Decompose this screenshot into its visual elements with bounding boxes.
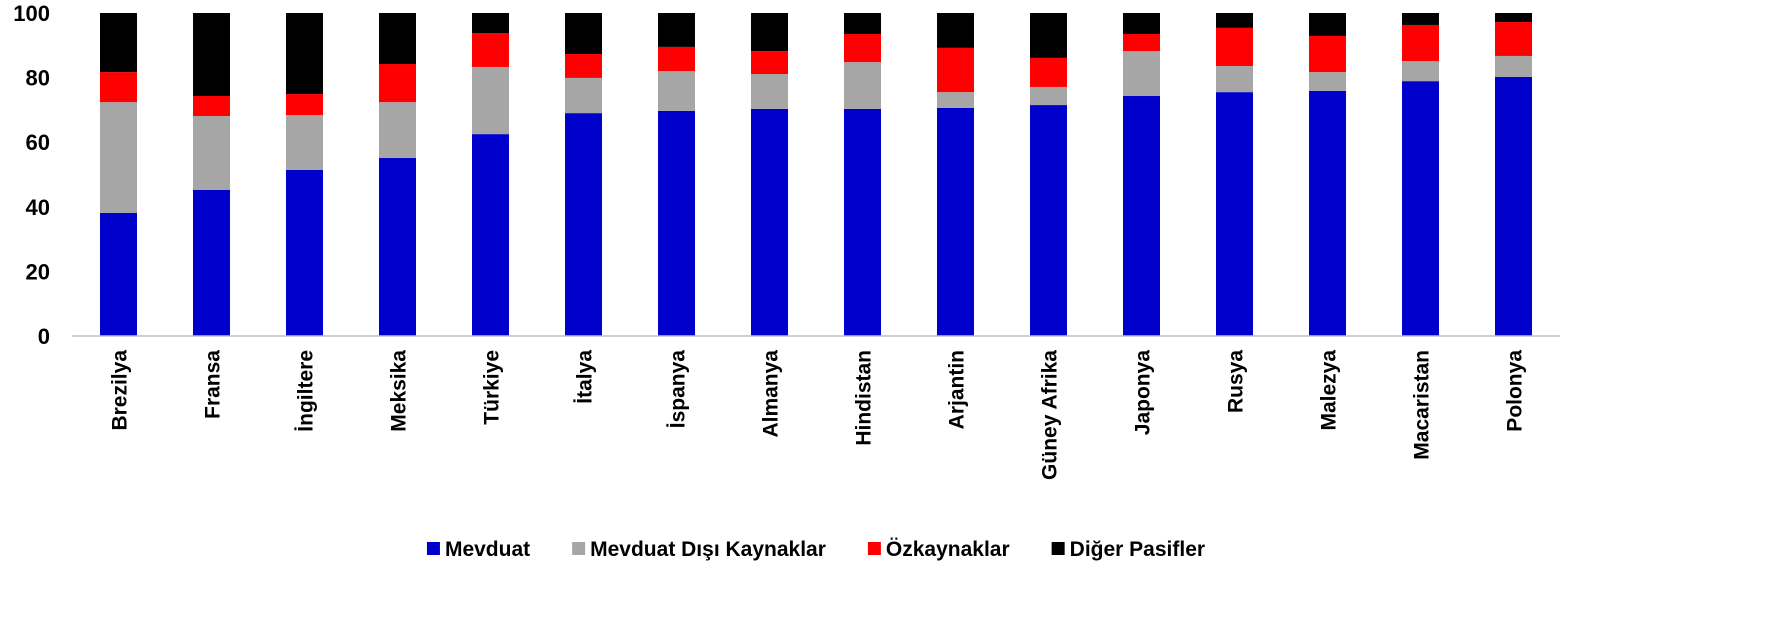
legend: Mevduat Mevduat Dışı Kaynaklar Özkaynaklar… (426, 538, 1205, 561)
legend-label: Mevduat (445, 538, 530, 561)
bar-segment (565, 13, 602, 55)
bar-segment (1030, 57, 1067, 87)
x-tick-label: Meksika (388, 350, 411, 432)
bar-segment (937, 107, 974, 336)
bar-segment (1402, 13, 1439, 25)
bar-segment (1309, 13, 1346, 36)
bar-segment (937, 92, 974, 108)
x-tick-label: Arjantin (946, 350, 969, 429)
bar-segment (286, 13, 323, 95)
x-tick-label: Almanya (760, 350, 783, 438)
bar-segment (1309, 90, 1346, 336)
bar-segment (472, 66, 509, 135)
bar-segment (658, 110, 695, 336)
bar-segment (751, 13, 788, 52)
bar-segment (193, 96, 230, 117)
bar-segment (565, 113, 602, 336)
x-tick-label: Japonya (1132, 350, 1155, 436)
bar-segment (1216, 92, 1253, 336)
bar-segment (1495, 22, 1532, 56)
bar-segment (286, 115, 323, 170)
bar-segment (379, 13, 416, 65)
y-tick-label: 40 (26, 195, 50, 220)
legend-label: Mevduat Dışı Kaynaklar (590, 538, 826, 561)
bar-segment (1309, 72, 1346, 91)
y-tick-label: 80 (26, 66, 50, 91)
bar-segment (472, 33, 509, 67)
bar-segment (472, 13, 509, 34)
legend-swatch (572, 542, 586, 555)
x-tick-label: Fransa (202, 350, 225, 419)
x-tick-label: Malezya (1318, 350, 1341, 431)
bar-segment (379, 158, 416, 336)
bar-segment (1402, 81, 1439, 336)
bar-segment (658, 71, 695, 111)
bar-segment (1216, 65, 1253, 93)
bar-segment (286, 169, 323, 336)
legend-swatch (426, 542, 440, 555)
bar-segment (937, 47, 974, 93)
legend-label: Diğer Pasifler (1070, 538, 1205, 561)
bar-segment (100, 72, 137, 103)
legend-swatch (867, 542, 881, 555)
bar-segment (751, 51, 788, 75)
y-tick-label: 60 (26, 130, 50, 155)
bar-segment (1123, 51, 1160, 97)
bar-segment (379, 102, 416, 159)
bar-segment (1402, 61, 1439, 82)
y-tick-label: 100 (13, 1, 50, 26)
x-tick-label: Güney Afrika (1039, 350, 1062, 480)
bar-segment (1309, 35, 1346, 73)
bar-segment (1123, 96, 1160, 336)
bar-segment (1495, 76, 1532, 336)
bar-segment (100, 212, 137, 336)
bar-segment (100, 102, 137, 213)
bar-segment (193, 190, 230, 336)
bar-segment (1030, 105, 1067, 337)
bar-segment (565, 77, 602, 114)
bar-segment (751, 108, 788, 336)
bar-segment (1123, 13, 1160, 34)
bar-segment (1216, 13, 1253, 28)
bar-segment (1030, 13, 1067, 58)
bar-segment (1495, 55, 1532, 77)
bar-segment (286, 94, 323, 116)
bar-segment (1402, 24, 1439, 62)
x-tick-label: İspanya (667, 350, 690, 429)
bar-segment (844, 33, 881, 63)
x-tick-label: Rusya (1225, 350, 1248, 413)
x-tick-label: Türkiye (481, 350, 504, 425)
bar-segment (751, 74, 788, 109)
legend-label: Özkaynaklar (886, 538, 1010, 561)
x-tick-label: İtalya (574, 350, 597, 404)
x-tick-label: Brezilya (109, 350, 132, 431)
bar-segment (472, 134, 509, 336)
bar-segment (1216, 27, 1253, 66)
bar-segment (1495, 13, 1532, 23)
bar-segment (844, 108, 881, 336)
bar-segment (937, 13, 974, 48)
bar-segment (193, 116, 230, 191)
bar-segment (379, 64, 416, 103)
bar-segment (844, 62, 881, 109)
x-tick-label: Macaristan (1411, 350, 1434, 460)
bar-segment (193, 13, 230, 97)
bar-segment (658, 46, 695, 72)
x-tick-label: Hindistan (853, 350, 876, 446)
x-tick-label: İngiltere (295, 350, 318, 432)
bar-segment (100, 13, 137, 73)
y-tick-label: 0 (38, 324, 50, 349)
x-tick-label: Polonya (1504, 350, 1527, 432)
bar-segment (565, 54, 602, 78)
legend-swatch (1051, 542, 1065, 555)
y-tick-label: 20 (26, 259, 50, 284)
bar-segment (1030, 86, 1067, 106)
bar-segment (658, 13, 695, 47)
bar-segment (1123, 33, 1160, 52)
bar-segment (844, 13, 881, 34)
